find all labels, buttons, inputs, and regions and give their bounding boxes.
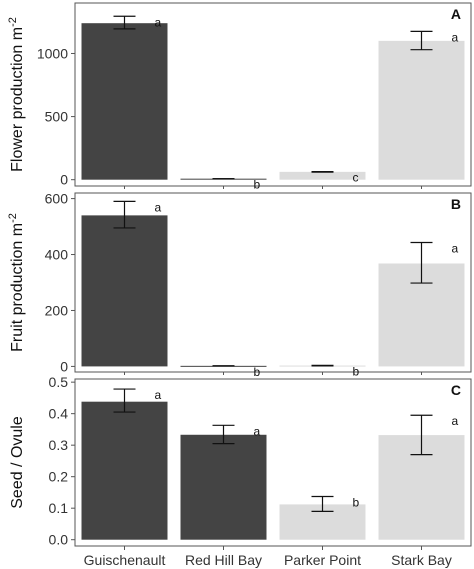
significance-letter: a (155, 200, 162, 214)
bar-a-0 (81, 23, 168, 180)
y-tick-label: 400 (45, 247, 69, 263)
significance-letter: a (452, 242, 459, 256)
panel-letter: A (451, 6, 461, 22)
x-tick-label: Stark Bay (391, 552, 452, 568)
significance-letter: b (254, 178, 261, 192)
significance-letter: a (452, 30, 459, 44)
panel-letter: B (451, 196, 461, 212)
bar-c-0 (81, 401, 168, 540)
y-axis-label: Fruit production m-2 (7, 213, 26, 352)
significance-letter: a (155, 388, 162, 402)
x-tick-label: Red Hill Bay (185, 552, 262, 568)
y-tick-label: 0.3 (49, 437, 69, 453)
y-tick-label: 0.1 (49, 500, 69, 516)
significance-letter: a (254, 424, 261, 438)
y-tick-label: 0 (60, 358, 68, 374)
bar-a-3 (378, 40, 465, 180)
x-tick-label: Parker Point (284, 552, 361, 568)
significance-letter: b (353, 496, 360, 510)
y-tick-label: 500 (45, 109, 69, 125)
y-tick-label: 1000 (37, 45, 68, 61)
y-axis-label-superscript: -2 (7, 213, 19, 223)
y-tick-label: 0.4 (49, 406, 69, 422)
y-tick-label: 0.5 (49, 374, 69, 390)
y-axis-label: Flower production m-2 (7, 17, 26, 172)
y-axis-label-text: Flower production m (9, 27, 26, 172)
y-tick-label: 600 (45, 191, 69, 207)
y-axis-label-text: Fruit production m (9, 223, 26, 352)
y-tick-label: 0.2 (49, 469, 69, 485)
x-tick-label: Guischenault (84, 552, 166, 568)
bar-c-1 (180, 434, 267, 540)
panel-letter: C (451, 382, 461, 398)
significance-letter: a (155, 15, 162, 29)
y-axis-label-text: Seed / Ovule (9, 416, 26, 509)
y-tick-label: 0.0 (49, 532, 69, 548)
y-tick-label: 200 (45, 302, 69, 318)
significance-letter: b (353, 364, 360, 378)
bar-b-0 (81, 215, 168, 367)
bar-a-2 (279, 171, 366, 180)
y-tick-label: 0 (60, 172, 68, 188)
y-axis-label: Seed / Ovule (9, 416, 26, 509)
significance-letter: b (254, 365, 261, 379)
y-axis-label-superscript: -2 (7, 17, 19, 27)
significance-letter: a (452, 414, 459, 428)
significance-letter: c (353, 171, 359, 185)
